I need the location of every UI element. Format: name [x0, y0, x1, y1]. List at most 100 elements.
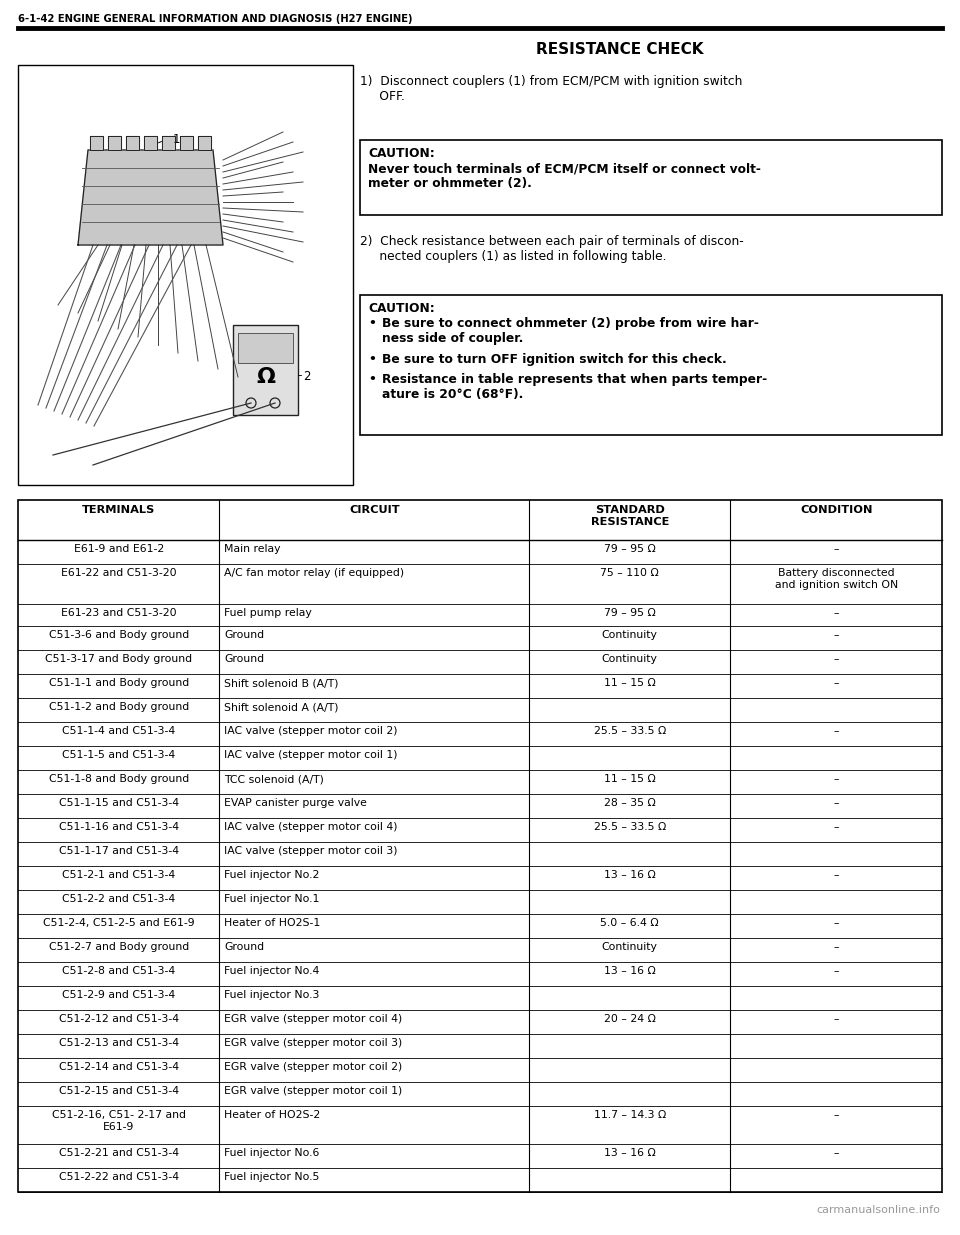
- Text: C51-2-2 and C51-3-4: C51-2-2 and C51-3-4: [62, 894, 176, 904]
- Text: EGR valve (stepper motor coil 3): EGR valve (stepper motor coil 3): [225, 1037, 402, 1049]
- Text: –: –: [833, 630, 839, 640]
- Text: –: –: [833, 726, 839, 736]
- Text: TCC solenoid (A/T): TCC solenoid (A/T): [225, 774, 324, 784]
- Text: Continuity: Continuity: [602, 655, 658, 664]
- Polygon shape: [90, 136, 103, 149]
- Polygon shape: [78, 149, 223, 245]
- Text: –: –: [833, 678, 839, 688]
- Text: 13 – 16 Ω: 13 – 16 Ω: [604, 869, 656, 881]
- Text: 1: 1: [173, 133, 180, 146]
- Polygon shape: [180, 136, 193, 149]
- Text: carmanualsonline.info: carmanualsonline.info: [816, 1205, 940, 1215]
- Text: –: –: [833, 1110, 839, 1120]
- Text: 13 – 16 Ω: 13 – 16 Ω: [604, 1149, 656, 1158]
- Text: C51-2-4, C51-2-5 and E61-9: C51-2-4, C51-2-5 and E61-9: [43, 918, 195, 927]
- Text: 25.5 – 33.5 Ω: 25.5 – 33.5 Ω: [593, 823, 666, 832]
- FancyBboxPatch shape: [233, 325, 298, 415]
- Text: Fuel injector No.6: Fuel injector No.6: [225, 1149, 320, 1158]
- Text: E61-23 and C51-3-20: E61-23 and C51-3-20: [60, 608, 177, 618]
- Text: 1)  Disconnect couplers (1) from ECM/PCM with ignition switch
     OFF.: 1) Disconnect couplers (1) from ECM/PCM …: [360, 75, 742, 103]
- Text: Ground: Ground: [225, 942, 265, 952]
- Text: •: •: [368, 353, 376, 366]
- Text: IAC valve (stepper motor coil 2): IAC valve (stepper motor coil 2): [225, 726, 398, 736]
- Text: –: –: [833, 1149, 839, 1158]
- Text: Fuel pump relay: Fuel pump relay: [225, 608, 312, 618]
- Text: Resistance in table represents that when parts temper-
ature is 20°C (68°F).: Resistance in table represents that when…: [382, 373, 767, 401]
- FancyBboxPatch shape: [18, 500, 942, 1192]
- Text: 79 – 95 Ω: 79 – 95 Ω: [604, 543, 656, 555]
- Text: C51-1-1 and Body ground: C51-1-1 and Body ground: [49, 678, 189, 688]
- Text: CAUTION:: CAUTION:: [368, 303, 435, 315]
- Text: CAUTION:: CAUTION:: [368, 147, 435, 161]
- Text: Fuel injector No.5: Fuel injector No.5: [225, 1172, 320, 1182]
- Text: EVAP canister purge valve: EVAP canister purge valve: [225, 798, 368, 808]
- Text: 5.0 – 6.4 Ω: 5.0 – 6.4 Ω: [600, 918, 659, 927]
- Text: C51-2-21 and C51-3-4: C51-2-21 and C51-3-4: [59, 1149, 179, 1158]
- Text: C51-2-16, C51- 2-17 and
E61-9: C51-2-16, C51- 2-17 and E61-9: [52, 1110, 185, 1131]
- Text: C51-1-17 and C51-3-4: C51-1-17 and C51-3-4: [59, 846, 179, 856]
- Text: 20 – 24 Ω: 20 – 24 Ω: [604, 1014, 656, 1024]
- FancyBboxPatch shape: [238, 333, 293, 363]
- Text: E61-22 and C51-3-20: E61-22 and C51-3-20: [60, 568, 177, 578]
- Text: Be sure to turn OFF ignition switch for this check.: Be sure to turn OFF ignition switch for …: [382, 353, 727, 366]
- Text: C51-1-8 and Body ground: C51-1-8 and Body ground: [49, 774, 189, 784]
- Text: 13 – 16 Ω: 13 – 16 Ω: [604, 966, 656, 976]
- Text: Fuel injector No.3: Fuel injector No.3: [225, 990, 320, 1000]
- Text: Main relay: Main relay: [225, 543, 281, 555]
- Text: C51-2-1 and C51-3-4: C51-2-1 and C51-3-4: [62, 869, 176, 881]
- Text: –: –: [833, 1014, 839, 1024]
- FancyBboxPatch shape: [360, 140, 942, 215]
- Text: •: •: [368, 373, 376, 387]
- Text: C51-1-16 and C51-3-4: C51-1-16 and C51-3-4: [59, 823, 179, 832]
- Text: –: –: [833, 869, 839, 881]
- Text: Fuel injector No.2: Fuel injector No.2: [225, 869, 320, 881]
- Text: Ground: Ground: [225, 655, 265, 664]
- Text: 79 – 95 Ω: 79 – 95 Ω: [604, 608, 656, 618]
- Text: Never touch terminals of ECM/PCM itself or connect volt-
meter or ohmmeter (2).: Never touch terminals of ECM/PCM itself …: [368, 162, 761, 190]
- Text: A/C fan motor relay (if equipped): A/C fan motor relay (if equipped): [225, 568, 404, 578]
- Text: 28 – 35 Ω: 28 – 35 Ω: [604, 798, 656, 808]
- Text: STANDARD
RESISTANCE: STANDARD RESISTANCE: [590, 505, 669, 526]
- Text: E61-9 and E61-2: E61-9 and E61-2: [74, 543, 164, 555]
- Text: 11 – 15 Ω: 11 – 15 Ω: [604, 774, 656, 784]
- Text: Fuel injector No.4: Fuel injector No.4: [225, 966, 320, 976]
- Text: C51-2-8 and C51-3-4: C51-2-8 and C51-3-4: [62, 966, 176, 976]
- Text: Ω: Ω: [256, 367, 275, 387]
- Text: C51-2-22 and C51-3-4: C51-2-22 and C51-3-4: [59, 1172, 179, 1182]
- Text: EGR valve (stepper motor coil 1): EGR valve (stepper motor coil 1): [225, 1086, 402, 1095]
- Text: 11.7 – 14.3 Ω: 11.7 – 14.3 Ω: [593, 1110, 666, 1120]
- Text: C51-1-15 and C51-3-4: C51-1-15 and C51-3-4: [59, 798, 179, 808]
- Text: IAC valve (stepper motor coil 3): IAC valve (stepper motor coil 3): [225, 846, 398, 856]
- Text: C51-1-2 and Body ground: C51-1-2 and Body ground: [49, 701, 189, 713]
- Text: –: –: [833, 608, 839, 618]
- Text: 2)  Check resistance between each pair of terminals of discon-
     nected coupl: 2) Check resistance between each pair of…: [360, 235, 744, 263]
- Text: C51-2-14 and C51-3-4: C51-2-14 and C51-3-4: [59, 1062, 179, 1072]
- Text: Heater of HO2S-2: Heater of HO2S-2: [225, 1110, 321, 1120]
- Text: Continuity: Continuity: [602, 942, 658, 952]
- Text: 75 – 110 Ω: 75 – 110 Ω: [600, 568, 660, 578]
- Polygon shape: [108, 136, 121, 149]
- Polygon shape: [126, 136, 139, 149]
- Text: TERMINALS: TERMINALS: [83, 505, 156, 515]
- Text: RESISTANCE CHECK: RESISTANCE CHECK: [537, 42, 704, 57]
- Text: 6-1-42 ENGINE GENERAL INFORMATION AND DIAGNOSIS (H27 ENGINE): 6-1-42 ENGINE GENERAL INFORMATION AND DI…: [18, 14, 413, 23]
- Text: –: –: [833, 655, 839, 664]
- Text: C51-1-4 and C51-3-4: C51-1-4 and C51-3-4: [62, 726, 176, 736]
- Text: C51-2-9 and C51-3-4: C51-2-9 and C51-3-4: [62, 990, 176, 1000]
- FancyBboxPatch shape: [360, 295, 942, 435]
- Text: C51-3-6 and Body ground: C51-3-6 and Body ground: [49, 630, 189, 640]
- Text: IAC valve (stepper motor coil 4): IAC valve (stepper motor coil 4): [225, 823, 398, 832]
- Text: IAC valve (stepper motor coil 1): IAC valve (stepper motor coil 1): [225, 750, 398, 760]
- Polygon shape: [144, 136, 157, 149]
- Text: –: –: [833, 918, 839, 927]
- Text: Ground: Ground: [225, 630, 265, 640]
- Polygon shape: [162, 136, 175, 149]
- Text: 2: 2: [303, 370, 310, 383]
- Text: –: –: [833, 823, 839, 832]
- Text: CIRCUIT: CIRCUIT: [348, 505, 399, 515]
- Text: C51-3-17 and Body ground: C51-3-17 and Body ground: [45, 655, 192, 664]
- Text: Continuity: Continuity: [602, 630, 658, 640]
- Text: CONDITION: CONDITION: [800, 505, 873, 515]
- Text: C51-2-7 and Body ground: C51-2-7 and Body ground: [49, 942, 189, 952]
- Text: C51-1-5 and C51-3-4: C51-1-5 and C51-3-4: [62, 750, 176, 760]
